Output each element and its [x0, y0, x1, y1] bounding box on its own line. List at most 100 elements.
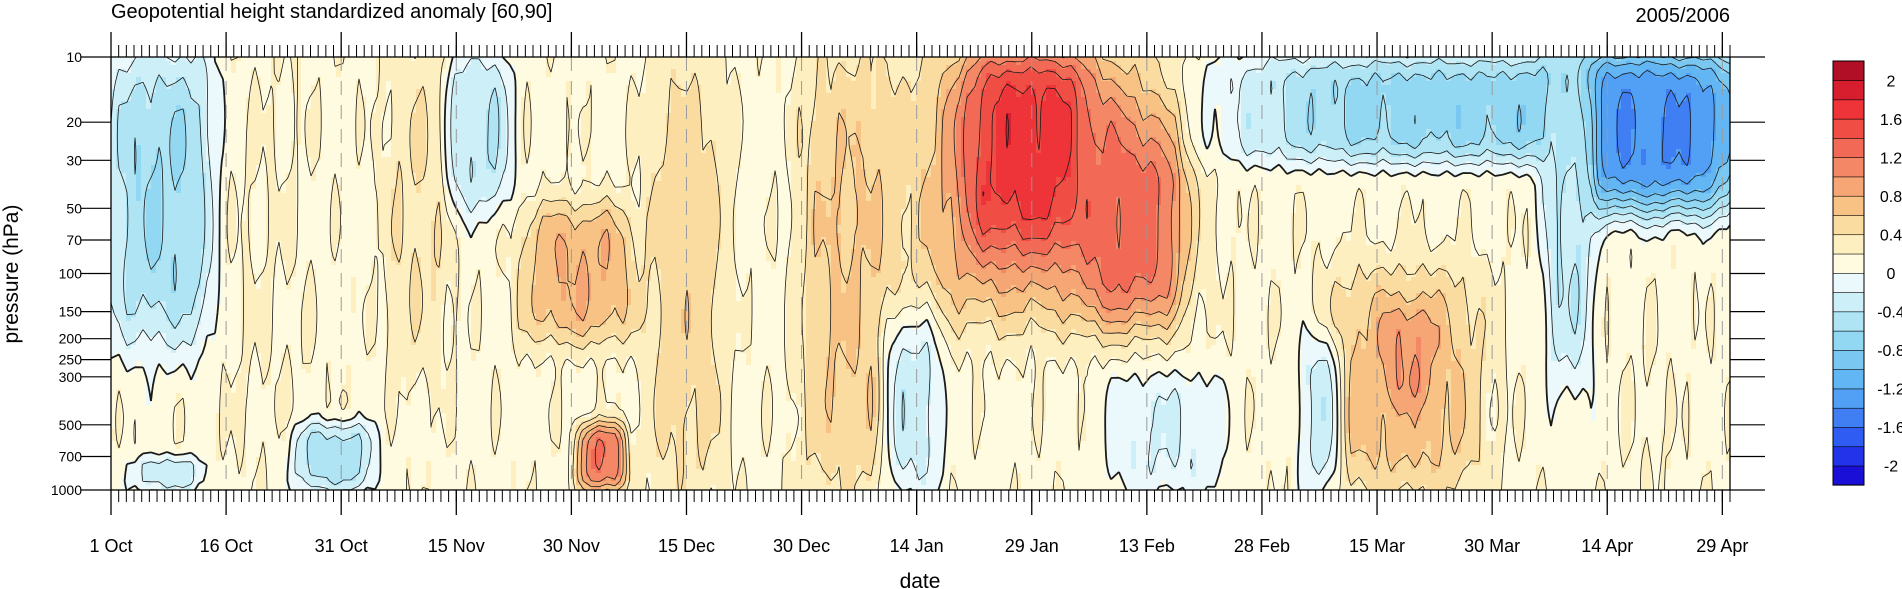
- field-cell: [941, 61, 947, 66]
- field-cell: [456, 61, 462, 66]
- field-cell: [416, 61, 422, 66]
- field-cell: [491, 69, 497, 74]
- field-cell: [846, 57, 852, 62]
- field-cell: [381, 65, 387, 70]
- field-cell: [391, 69, 397, 74]
- field-cell: [1661, 65, 1667, 70]
- field-cell: [1461, 57, 1467, 62]
- field-cell: [326, 57, 332, 62]
- field-cell: [1666, 65, 1672, 70]
- field-cell: [366, 57, 372, 62]
- field-cell: [336, 57, 342, 62]
- field-cell: [231, 69, 237, 74]
- field-cell: [366, 73, 372, 78]
- field-cell: [881, 69, 887, 74]
- field-cell: [1526, 57, 1532, 62]
- field-cell: [1681, 69, 1687, 74]
- field-cell: [561, 57, 567, 62]
- field-cell: [921, 65, 927, 70]
- contour-chart: Geopotential height standardized anomaly…: [0, 0, 1902, 589]
- field-cell: [606, 57, 612, 62]
- field-cell: [536, 69, 542, 74]
- field-cell: [1286, 65, 1292, 70]
- field-cell: [1341, 69, 1347, 74]
- field-cell: [541, 57, 547, 62]
- field-cell: [1301, 65, 1307, 70]
- field-cell: [301, 69, 307, 74]
- field-cell: [526, 73, 532, 78]
- field-cell: [886, 65, 892, 70]
- field-cell: [401, 73, 407, 78]
- field-cell: [911, 65, 917, 70]
- field-cell: [516, 69, 522, 74]
- field-cell: [576, 65, 582, 70]
- field-cell: [231, 73, 237, 78]
- field-cell: [396, 57, 402, 62]
- field-cell: [1716, 69, 1722, 74]
- field-cell: [531, 57, 537, 62]
- field-cell: [751, 61, 757, 66]
- field-cell: [661, 69, 667, 74]
- field-cell: [696, 61, 702, 66]
- field-cell: [246, 69, 252, 74]
- field-cell: [1476, 69, 1482, 74]
- field-cell: [1241, 61, 1247, 66]
- field-cell: [321, 73, 327, 78]
- field-cell: [1071, 57, 1077, 62]
- chart-season-label: 2005/2006: [1635, 5, 1730, 27]
- field-cell: [896, 65, 902, 70]
- field-cell: [351, 61, 357, 66]
- field-cell: [1351, 61, 1357, 66]
- field-cell: [241, 73, 247, 78]
- field-cell: [911, 69, 917, 74]
- field-cell: [666, 65, 672, 70]
- field-cell: [896, 69, 902, 74]
- field-cell: [1161, 69, 1167, 74]
- field-cell: [1161, 65, 1167, 70]
- field-cell: [1076, 65, 1082, 70]
- field-cell: [1451, 61, 1457, 66]
- field-cell: [201, 69, 207, 74]
- field-cell: [181, 65, 187, 70]
- field-cell: [241, 57, 247, 62]
- field-cell: [561, 61, 567, 66]
- field-cell: [556, 65, 562, 70]
- field-cell: [1116, 57, 1122, 62]
- field-cell: [126, 57, 132, 62]
- field-cell: [396, 73, 402, 78]
- field-cell: [256, 61, 262, 66]
- field-cell: [561, 69, 567, 74]
- field-cell: [421, 57, 427, 62]
- field-cell: [541, 65, 547, 70]
- field-cell: [1366, 69, 1372, 74]
- field-cell: [1041, 65, 1047, 70]
- field-cell: [626, 65, 632, 70]
- field-cell: [381, 69, 387, 74]
- field-cell: [196, 73, 202, 78]
- field-cell: [421, 61, 427, 66]
- field-cell: [1216, 65, 1222, 70]
- field-cell: [671, 69, 677, 74]
- field-cell: [266, 57, 272, 62]
- field-cell: [1681, 61, 1687, 66]
- field-cell: [566, 65, 572, 70]
- field-cell: [431, 65, 437, 70]
- field-cell: [951, 69, 957, 74]
- field-cell: [1501, 61, 1507, 66]
- field-cell: [196, 69, 202, 74]
- field-cell: [1016, 65, 1022, 70]
- field-cell: [841, 69, 847, 74]
- field-cell: [1551, 65, 1557, 70]
- field-cell: [1101, 69, 1107, 74]
- field-cell: [656, 69, 662, 74]
- field-cell: [681, 69, 687, 74]
- field-cell: [1486, 57, 1492, 62]
- field-cell: [751, 65, 757, 70]
- field-cell: [701, 65, 707, 70]
- field-cell: [1641, 57, 1647, 62]
- field-cell: [396, 61, 402, 66]
- field-cell: [601, 61, 607, 66]
- field-cell: [621, 65, 627, 70]
- field-cell: [1581, 65, 1587, 70]
- field-cell: [181, 73, 187, 78]
